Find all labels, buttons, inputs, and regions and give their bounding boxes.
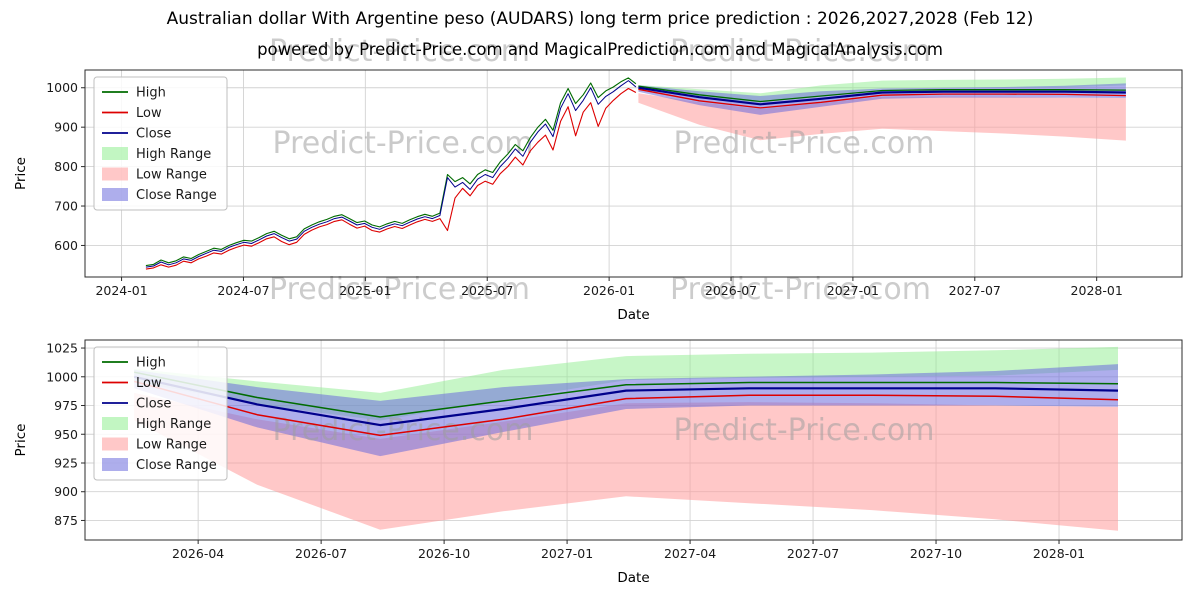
legend-label: High Range bbox=[136, 147, 211, 162]
watermark-text: Predict-Price.com bbox=[674, 126, 935, 161]
series-close-forecast bbox=[133, 375, 1119, 427]
y-tick-label: 900 bbox=[54, 484, 78, 499]
x-tick-label: 2026-07 bbox=[295, 546, 347, 561]
x-tick-label: 2027-07 bbox=[949, 283, 1001, 298]
close-range-band bbox=[134, 364, 1118, 457]
x-tick-label: 2026-07 bbox=[705, 283, 757, 298]
x-axis-label: Date bbox=[617, 570, 649, 586]
y-tick-label: 950 bbox=[54, 427, 78, 442]
legend-label: Low Range bbox=[136, 168, 207, 183]
legend-patch-sample bbox=[102, 147, 128, 160]
y-axis-label: Price bbox=[13, 424, 29, 457]
y-tick-label: 800 bbox=[54, 159, 78, 174]
x-tick-label: 2024-07 bbox=[217, 283, 269, 298]
watermark-text: Predict-Price.com bbox=[674, 413, 935, 448]
x-tick-label: 2025-07 bbox=[461, 283, 513, 298]
legend-patch-sample bbox=[102, 458, 128, 471]
legend-label: High bbox=[136, 356, 166, 371]
legend-label: Low bbox=[136, 106, 162, 121]
x-tick-label: 2025-01 bbox=[339, 283, 391, 298]
legend-label: High bbox=[136, 86, 166, 101]
y-axis-label: Price bbox=[13, 157, 29, 190]
x-tick-label: 2026-10 bbox=[418, 546, 470, 561]
chart-forecast-zoom: Predict-Price.com Predict-Price.com 2026-0… bbox=[13, 339, 1183, 586]
watermark-text: Predict-Price.com bbox=[273, 126, 534, 161]
x-tick-label: 2027-07 bbox=[787, 546, 839, 561]
y-tick-label: 1000 bbox=[46, 369, 78, 384]
y-tick-label: 900 bbox=[54, 120, 78, 135]
figure-subtitle: powered by Predict-Price.com and Magical… bbox=[257, 40, 943, 59]
y-tick-label: 1025 bbox=[46, 341, 78, 356]
legend-label: Close Range bbox=[136, 188, 217, 203]
y-tick-label: 1000 bbox=[46, 80, 78, 95]
legend-patch-sample bbox=[102, 188, 128, 201]
series-high-historical bbox=[145, 77, 637, 267]
x-tick-label: 2027-01 bbox=[541, 546, 593, 561]
x-tick-label: 2027-04 bbox=[664, 546, 716, 561]
plot-border bbox=[84, 339, 1183, 541]
series-close-historical bbox=[145, 80, 637, 268]
series-high-forecast bbox=[638, 85, 1126, 103]
series-high-forecast bbox=[134, 371, 1119, 418]
figure-title: Australian dollar With Argentine peso (A… bbox=[166, 9, 1034, 29]
x-tick-label: 2028-01 bbox=[1033, 546, 1085, 561]
legend-label: High Range bbox=[136, 417, 211, 432]
y-tick-label: 875 bbox=[54, 513, 78, 528]
low-range-band bbox=[134, 392, 1118, 531]
legend-label: Low bbox=[136, 376, 162, 391]
x-tick-label: 2026-04 bbox=[172, 546, 224, 561]
x-tick-label: 2027-10 bbox=[910, 546, 962, 561]
legend-patch-sample bbox=[102, 437, 128, 451]
legend-patch-sample bbox=[102, 167, 128, 181]
series-low-forecast bbox=[638, 88, 1126, 109]
legend-label: Close bbox=[136, 397, 171, 412]
legend-label: Close bbox=[136, 127, 171, 142]
x-tick-label: 2026-01 bbox=[583, 283, 635, 298]
x-tick-label: 2027-01 bbox=[827, 283, 879, 298]
low-range-band bbox=[638, 93, 1126, 141]
y-tick-label: 975 bbox=[54, 398, 78, 413]
plot-border bbox=[84, 69, 1183, 278]
series-low-historical bbox=[145, 87, 637, 270]
x-tick-label: 2024-01 bbox=[95, 283, 147, 298]
watermark-text: Predict-Price.com bbox=[273, 413, 534, 448]
series-low-forecast bbox=[134, 380, 1119, 437]
y-tick-label: 925 bbox=[54, 455, 78, 470]
legend-label: Close Range bbox=[136, 458, 217, 473]
y-tick-label: 700 bbox=[54, 199, 78, 214]
x-axis-label: Date bbox=[617, 307, 649, 323]
legend-label: Low Range bbox=[136, 438, 207, 453]
chart-overview: Predict-Price.com Predict-Price.com 2024-0… bbox=[13, 69, 1183, 323]
x-tick-label: 2028-01 bbox=[1071, 283, 1123, 298]
legend-patch-sample bbox=[102, 417, 128, 430]
y-tick-label: 600 bbox=[54, 238, 78, 253]
series-close-forecast bbox=[638, 86, 1126, 106]
